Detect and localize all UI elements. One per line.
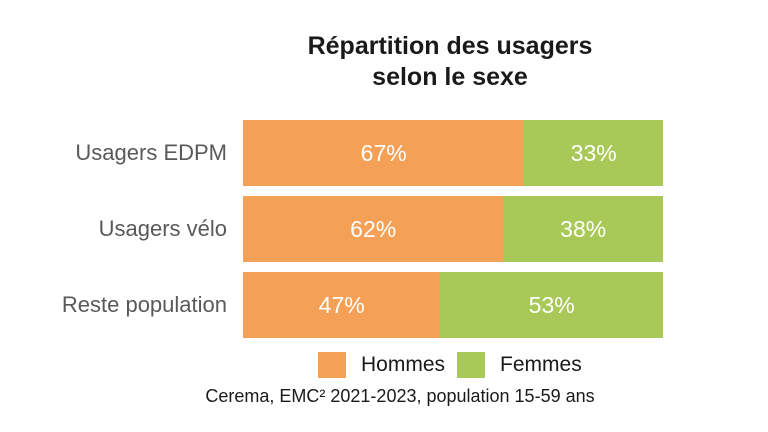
category-label: Usagers vélo [98,216,227,241]
hommes-swatch-icon [318,352,346,378]
hommes-value-label: 62% [350,215,397,242]
legend-label-femmes: Femmes [500,353,582,376]
femmes-bar-segment: 53% [440,272,663,338]
hommes-value-label: 67% [360,139,407,166]
bar-track: 62% 38% [243,196,663,262]
femmes-bar-segment: 33% [524,120,663,186]
chart-title: Répartition des usagers selon le sexe [240,31,660,93]
category-label: Usagers EDPM [75,140,227,165]
legend-item-hommes: Hommes [318,352,445,378]
femmes-swatch-icon [457,352,486,378]
femmes-value-label: 53% [528,291,575,318]
chart-title-line2: selon le sexe [372,63,528,91]
femmes-value-label: 33% [570,139,617,166]
legend-label-hommes: Hommes [361,353,446,376]
hommes-bar-segment: 67% [243,120,525,186]
femmes-bar-segment: 38% [503,196,663,262]
legend-item-femmes: Femmes [457,352,582,378]
hommes-value-label: 47% [318,291,365,318]
bar-track: 67% 33% [243,120,663,186]
legend: Hommes Femmes [318,352,582,378]
source-caption: Cerema, EMC² 2021-2023, population 15-59… [205,386,595,406]
bar-row-reste-population: Reste population 47% 53% [0,272,768,338]
hommes-bar-segment: 62% [243,196,504,262]
bar-row-usagers-edpm: Usagers EDPM 67% 33% [0,120,768,186]
category-label: Reste population [61,292,227,317]
chart-title-line1: Répartition des usagers [307,32,593,60]
bar-track: 47% 53% [243,272,663,338]
hommes-bar-segment: 47% [243,272,441,338]
bar-row-usagers-velo: Usagers vélo 62% 38% [0,196,768,262]
femmes-value-label: 38% [560,215,607,242]
